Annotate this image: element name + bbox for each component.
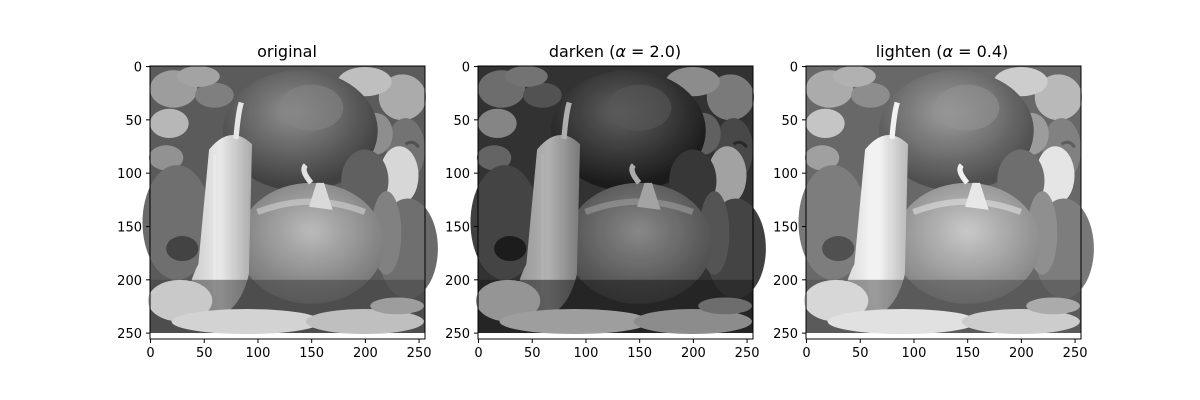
x-tick-label: 200 bbox=[353, 346, 378, 361]
y-tick-label: 100 bbox=[445, 167, 470, 182]
x-tick-label: 100 bbox=[574, 346, 599, 361]
x-tick-label: 0 bbox=[802, 346, 810, 361]
y-tick-label: 50 bbox=[453, 114, 470, 129]
y-tick-label: 200 bbox=[117, 274, 142, 289]
panel-title-darken: darken (α = 2.0) bbox=[549, 42, 681, 61]
ticks-darken: 0 50 100 150 200 250 0 50 100 150 200 250 bbox=[445, 61, 759, 361]
image-original bbox=[142, 66, 437, 334]
y-tick-label: 150 bbox=[773, 220, 798, 235]
x-tick-label: 100 bbox=[902, 346, 927, 361]
x-tick-label: 250 bbox=[735, 346, 760, 361]
x-tick-label: 200 bbox=[1009, 346, 1034, 361]
ticks-original: 0 50 100 150 200 250 0 50 100 150 200 250 bbox=[117, 61, 431, 361]
image-darken bbox=[470, 66, 765, 334]
y-tick-label: 0 bbox=[134, 61, 142, 76]
x-tick-label: 50 bbox=[196, 346, 213, 361]
y-tick-label: 100 bbox=[117, 167, 142, 182]
axes-frame-original bbox=[149, 65, 426, 340]
y-tick-label: 250 bbox=[445, 327, 470, 342]
x-tick-label: 200 bbox=[681, 346, 706, 361]
image-lighten bbox=[798, 66, 1093, 334]
y-tick-label: 200 bbox=[773, 274, 798, 289]
x-tick-label: 250 bbox=[1063, 346, 1088, 361]
panel-darken: darken (α = 2.0) 0 50 100 150 200 250 0 50 100 15… bbox=[445, 42, 766, 361]
y-tick-label: 50 bbox=[781, 114, 798, 129]
y-tick-label: 150 bbox=[117, 220, 142, 235]
y-tick-label: 200 bbox=[445, 274, 470, 289]
y-tick-label: 250 bbox=[773, 327, 798, 342]
panel-lighten: lighten (α = 0.4) 0 50 100 150 200 250 0 50 100 1… bbox=[773, 42, 1094, 361]
x-tick-label: 0 bbox=[474, 346, 482, 361]
ticks-lighten: 0 50 100 150 200 250 0 50 100 150 200 250 bbox=[773, 61, 1087, 361]
y-tick-label: 150 bbox=[445, 220, 470, 235]
panel-original: original 0 50 100 150 200 250 0 50 100 150 200 250 bbox=[117, 42, 438, 361]
y-tick-label: 100 bbox=[773, 167, 798, 182]
axes-frame-lighten bbox=[805, 65, 1082, 340]
x-tick-label: 50 bbox=[852, 346, 869, 361]
y-tick-label: 0 bbox=[462, 61, 470, 76]
axes-frame-darken bbox=[477, 65, 754, 340]
panel-title-lighten: lighten (α = 0.4) bbox=[876, 42, 1009, 61]
x-tick-label: 0 bbox=[146, 346, 154, 361]
x-tick-label: 50 bbox=[524, 346, 541, 361]
x-tick-label: 100 bbox=[246, 346, 271, 361]
x-tick-label: 150 bbox=[955, 346, 980, 361]
panel-title-original: original bbox=[257, 42, 317, 61]
x-tick-label: 150 bbox=[627, 346, 652, 361]
y-tick-label: 0 bbox=[790, 61, 798, 76]
x-tick-label: 150 bbox=[299, 346, 324, 361]
x-tick-label: 250 bbox=[407, 346, 432, 361]
y-tick-label: 50 bbox=[125, 114, 142, 129]
y-tick-label: 250 bbox=[117, 327, 142, 342]
